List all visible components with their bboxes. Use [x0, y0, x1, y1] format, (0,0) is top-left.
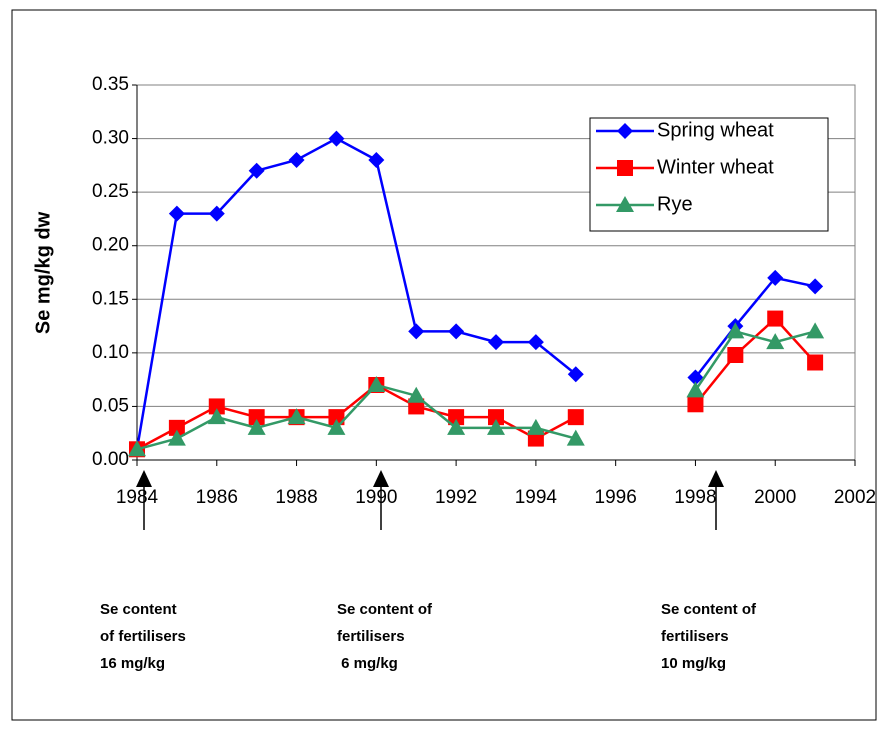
- marker: [567, 366, 584, 383]
- x-tick-label: 1994: [515, 487, 558, 508]
- marker: [567, 409, 584, 426]
- x-tick-label: 2002: [834, 487, 876, 508]
- marker: [167, 429, 186, 446]
- marker: [367, 376, 386, 392]
- marker: [687, 369, 704, 386]
- legend-label: Rye: [657, 193, 693, 215]
- x-tick-label: 1996: [595, 487, 637, 508]
- marker: [327, 418, 346, 435]
- x-tick-label: 1988: [275, 487, 317, 508]
- marker: [686, 381, 705, 398]
- marker: [448, 409, 465, 426]
- marker: [807, 354, 824, 371]
- annotation-arrows: [136, 470, 724, 530]
- legend-label: Spring wheat: [657, 119, 774, 141]
- marker: [448, 323, 465, 340]
- x-tick-label: 1986: [196, 487, 238, 508]
- annotation: Se content of: [661, 601, 757, 618]
- marker: [287, 408, 306, 425]
- arrowhead: [708, 470, 724, 487]
- x-tick-label: 1998: [674, 487, 716, 508]
- marker: [408, 323, 425, 340]
- annotation: 6 mg/kg: [337, 655, 398, 672]
- marker: [767, 310, 784, 327]
- legend-label: Winter wheat: [657, 156, 774, 178]
- x-tick-label: 1990: [355, 487, 397, 508]
- arrowhead: [136, 470, 152, 487]
- annotation: 10 mg/kg: [661, 655, 726, 672]
- y-tick-label: 0.00: [92, 449, 129, 470]
- annotation: Se content: [100, 601, 177, 618]
- annotation: 16 mg/kg: [100, 655, 165, 672]
- marker: [526, 418, 545, 435]
- x-tick-label: 1992: [435, 487, 477, 508]
- marker: [616, 196, 634, 212]
- annotation: fertilisers: [661, 628, 729, 645]
- marker: [807, 278, 824, 295]
- marker: [168, 205, 185, 222]
- marker: [247, 418, 266, 435]
- marker: [727, 347, 744, 363]
- y-tick-label: 0.25: [92, 181, 129, 202]
- annotation: Se content of: [337, 601, 433, 618]
- y-tick-label: 0.05: [92, 395, 129, 416]
- annotation: fertilisers: [337, 628, 405, 645]
- y-tick-label: 0.10: [92, 342, 129, 363]
- marker: [617, 123, 633, 139]
- marker: [766, 333, 785, 350]
- marker: [368, 152, 385, 168]
- marker: [447, 418, 466, 435]
- marker: [767, 269, 784, 286]
- marker: [208, 398, 225, 415]
- marker: [487, 418, 505, 435]
- marker: [208, 205, 225, 222]
- y-tick-label: 0.15: [92, 288, 129, 309]
- annotation: of fertilisers: [100, 628, 186, 645]
- marker: [168, 419, 185, 436]
- marker: [488, 334, 504, 351]
- y-tick-label: 0.30: [92, 128, 129, 149]
- marker: [687, 396, 704, 413]
- y-axis-label: Se mg/kg dw: [32, 211, 54, 334]
- y-tick-label: 0.20: [92, 235, 129, 256]
- marker: [328, 409, 345, 426]
- marker: [527, 334, 544, 351]
- marker: [806, 322, 825, 339]
- marker: [128, 440, 146, 457]
- marker: [328, 130, 345, 147]
- arrowhead: [373, 470, 389, 487]
- x-tick-label: 1984: [116, 487, 159, 508]
- marker: [617, 160, 633, 176]
- marker: [407, 386, 426, 403]
- marker: [248, 162, 265, 179]
- x-tick-label: 2000: [754, 487, 796, 508]
- marker: [288, 152, 305, 168]
- legend: Spring wheat Winter wheat Rye: [589, 117, 829, 232]
- marker: [566, 429, 585, 446]
- marker: [207, 408, 226, 425]
- marker: [726, 322, 745, 339]
- marker: [488, 409, 504, 426]
- marker: [248, 409, 265, 426]
- y-tick-label: 0.35: [92, 74, 129, 95]
